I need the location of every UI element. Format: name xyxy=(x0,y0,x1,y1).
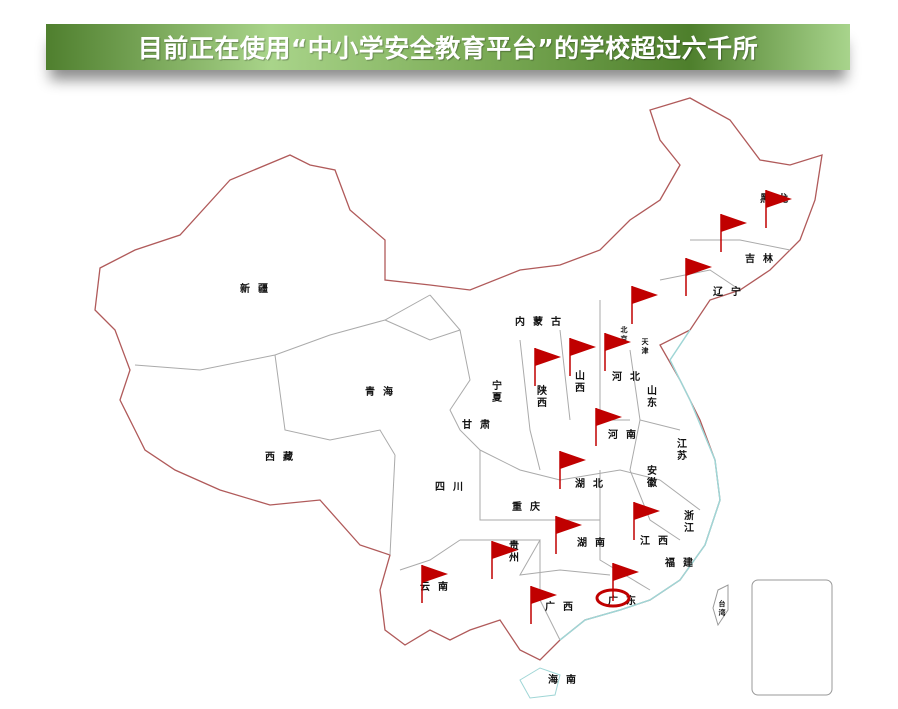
flag-marker[interactable] xyxy=(530,586,557,624)
province-borders xyxy=(134,239,791,641)
flag-marker[interactable] xyxy=(555,516,582,554)
flag-marker[interactable] xyxy=(765,190,792,228)
province-label: 福建 xyxy=(664,556,701,569)
china-outline xyxy=(94,97,823,661)
province-label: 山西 xyxy=(573,369,585,394)
coastline xyxy=(559,329,721,641)
province-label: 辽宁 xyxy=(713,285,749,298)
flag-marker[interactable] xyxy=(604,333,631,371)
province-label: 河北 xyxy=(612,370,648,383)
province-label: 台湾 xyxy=(718,599,726,618)
province-label: 天津 xyxy=(641,338,650,356)
province-label: 北京 xyxy=(620,325,628,344)
province-label: 内蒙古 xyxy=(515,315,569,328)
flag-marker[interactable] xyxy=(633,502,660,540)
flag-marker[interactable] xyxy=(491,541,518,579)
highlight-ring xyxy=(595,588,631,608)
hainan xyxy=(519,667,561,699)
title: 目前正在使用“中小学安全教育平台”的学校超过六千所 xyxy=(137,34,759,63)
province-label: 江西 xyxy=(640,534,676,547)
title-banner: 目前正在使用“中小学安全教育平台”的学校超过六千所 xyxy=(46,24,850,70)
province-label: 海南 xyxy=(548,673,584,686)
province-label: 甘肃 xyxy=(462,418,498,431)
south-china-sea-inset xyxy=(751,579,833,696)
province-label: 湖南 xyxy=(577,536,613,549)
flag-marker[interactable] xyxy=(421,565,448,603)
flag-marker[interactable] xyxy=(631,286,658,324)
flag-marker[interactable] xyxy=(559,451,586,489)
flag-marker[interactable] xyxy=(534,348,561,386)
province-label: 西藏 xyxy=(265,450,301,463)
province-label: 安徽 xyxy=(645,464,658,489)
province-label: 新疆 xyxy=(240,282,276,295)
flag-marker[interactable] xyxy=(595,408,622,446)
flag-marker[interactable] xyxy=(720,214,747,252)
province-label: 重庆 xyxy=(512,500,548,513)
province-label: 湖北 xyxy=(575,477,611,490)
flag-marker[interactable] xyxy=(569,338,596,376)
province-label: 浙江 xyxy=(682,509,694,534)
province-label: 四川 xyxy=(435,481,471,493)
province-label: 山东 xyxy=(645,384,657,409)
province-label: 江苏 xyxy=(675,437,687,462)
province-label: 广西 xyxy=(545,600,581,613)
flag-marker[interactable] xyxy=(685,258,712,296)
province-label: 吉林 xyxy=(745,252,781,265)
province-label: 青海 xyxy=(365,385,401,398)
province-label: 河南 xyxy=(608,428,644,441)
flag-marker[interactable] xyxy=(612,563,639,601)
province-label: 陕西 xyxy=(535,384,547,409)
province-label: 宁夏 xyxy=(490,379,503,404)
province-label: 云南 xyxy=(420,580,456,593)
taiwan xyxy=(712,584,729,627)
